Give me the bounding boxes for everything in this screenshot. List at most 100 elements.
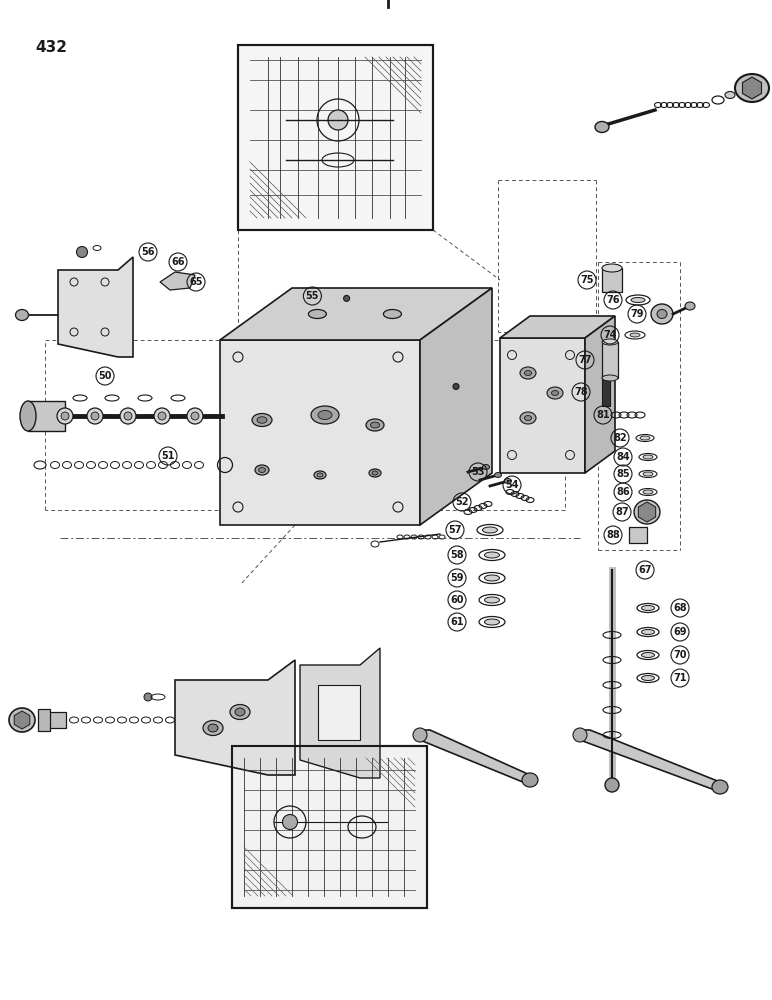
Ellipse shape bbox=[712, 780, 728, 794]
Ellipse shape bbox=[485, 552, 499, 558]
Ellipse shape bbox=[735, 74, 769, 102]
Ellipse shape bbox=[208, 724, 218, 732]
Bar bbox=[232, 746, 427, 908]
Ellipse shape bbox=[308, 310, 327, 318]
Ellipse shape bbox=[384, 310, 401, 318]
Text: 77: 77 bbox=[578, 355, 592, 365]
Ellipse shape bbox=[120, 408, 136, 424]
Ellipse shape bbox=[154, 408, 170, 424]
Ellipse shape bbox=[203, 720, 223, 736]
Ellipse shape bbox=[485, 597, 499, 603]
Ellipse shape bbox=[504, 479, 512, 484]
Ellipse shape bbox=[631, 298, 645, 302]
Bar bbox=[238, 45, 433, 230]
Ellipse shape bbox=[495, 473, 502, 478]
Ellipse shape bbox=[15, 310, 29, 320]
Ellipse shape bbox=[76, 246, 87, 257]
Ellipse shape bbox=[643, 455, 653, 459]
Text: 81: 81 bbox=[596, 410, 610, 420]
Polygon shape bbox=[420, 288, 492, 525]
Ellipse shape bbox=[551, 390, 558, 395]
Text: 67: 67 bbox=[638, 565, 652, 575]
Ellipse shape bbox=[725, 92, 735, 99]
Ellipse shape bbox=[252, 414, 272, 426]
Text: 54: 54 bbox=[505, 480, 519, 490]
Ellipse shape bbox=[605, 778, 619, 792]
Ellipse shape bbox=[573, 728, 587, 742]
Ellipse shape bbox=[314, 471, 326, 479]
Ellipse shape bbox=[657, 310, 667, 318]
Ellipse shape bbox=[366, 419, 384, 431]
Bar bbox=[38, 709, 50, 731]
Text: 69: 69 bbox=[673, 627, 687, 637]
Bar bbox=[238, 45, 433, 230]
Bar bbox=[602, 378, 610, 406]
Ellipse shape bbox=[634, 500, 660, 524]
Ellipse shape bbox=[369, 469, 381, 477]
Text: 59: 59 bbox=[450, 573, 464, 583]
Text: 76: 76 bbox=[606, 295, 620, 305]
Text: 58: 58 bbox=[450, 550, 464, 560]
Ellipse shape bbox=[643, 490, 653, 494]
Text: 65: 65 bbox=[189, 277, 203, 287]
Ellipse shape bbox=[643, 472, 653, 476]
Ellipse shape bbox=[520, 412, 536, 424]
Ellipse shape bbox=[311, 406, 339, 424]
Ellipse shape bbox=[144, 693, 152, 701]
Ellipse shape bbox=[372, 471, 378, 475]
Ellipse shape bbox=[259, 468, 266, 473]
Ellipse shape bbox=[651, 304, 673, 324]
Ellipse shape bbox=[61, 412, 69, 420]
Polygon shape bbox=[638, 502, 655, 522]
Ellipse shape bbox=[230, 704, 250, 720]
Ellipse shape bbox=[283, 814, 297, 830]
Ellipse shape bbox=[524, 416, 531, 420]
Ellipse shape bbox=[20, 401, 36, 431]
Ellipse shape bbox=[642, 676, 655, 680]
Ellipse shape bbox=[485, 575, 499, 581]
Text: 432: 432 bbox=[35, 40, 67, 55]
Ellipse shape bbox=[344, 295, 350, 301]
Text: 88: 88 bbox=[606, 530, 620, 540]
Polygon shape bbox=[500, 338, 585, 473]
Ellipse shape bbox=[191, 412, 199, 420]
Ellipse shape bbox=[630, 333, 640, 337]
Polygon shape bbox=[28, 401, 65, 431]
Ellipse shape bbox=[524, 370, 531, 375]
Text: 51: 51 bbox=[161, 451, 174, 461]
Polygon shape bbox=[14, 711, 30, 729]
Polygon shape bbox=[585, 316, 615, 473]
Ellipse shape bbox=[158, 412, 166, 420]
Polygon shape bbox=[500, 316, 615, 338]
Ellipse shape bbox=[371, 422, 380, 428]
Polygon shape bbox=[58, 257, 133, 357]
Polygon shape bbox=[300, 648, 380, 778]
Text: 60: 60 bbox=[450, 595, 464, 605]
Polygon shape bbox=[220, 288, 492, 340]
Polygon shape bbox=[220, 340, 420, 525]
Ellipse shape bbox=[57, 408, 73, 424]
Bar bbox=[46, 712, 66, 728]
Bar bbox=[629, 527, 647, 543]
Ellipse shape bbox=[187, 408, 203, 424]
Ellipse shape bbox=[595, 121, 609, 132]
Ellipse shape bbox=[602, 339, 618, 345]
Ellipse shape bbox=[317, 473, 323, 477]
Ellipse shape bbox=[642, 652, 655, 658]
Ellipse shape bbox=[642, 605, 655, 610]
Ellipse shape bbox=[413, 728, 427, 742]
Ellipse shape bbox=[482, 527, 497, 533]
Ellipse shape bbox=[482, 464, 489, 470]
Ellipse shape bbox=[257, 417, 267, 423]
Polygon shape bbox=[743, 77, 761, 99]
Polygon shape bbox=[160, 272, 195, 290]
Polygon shape bbox=[175, 660, 295, 775]
Ellipse shape bbox=[91, 412, 99, 420]
Bar bbox=[602, 268, 622, 292]
Text: 61: 61 bbox=[450, 617, 464, 627]
Text: 56: 56 bbox=[141, 247, 154, 257]
Text: 71: 71 bbox=[673, 673, 687, 683]
Ellipse shape bbox=[640, 436, 650, 440]
Text: 53: 53 bbox=[471, 467, 485, 477]
Text: 79: 79 bbox=[630, 309, 644, 319]
